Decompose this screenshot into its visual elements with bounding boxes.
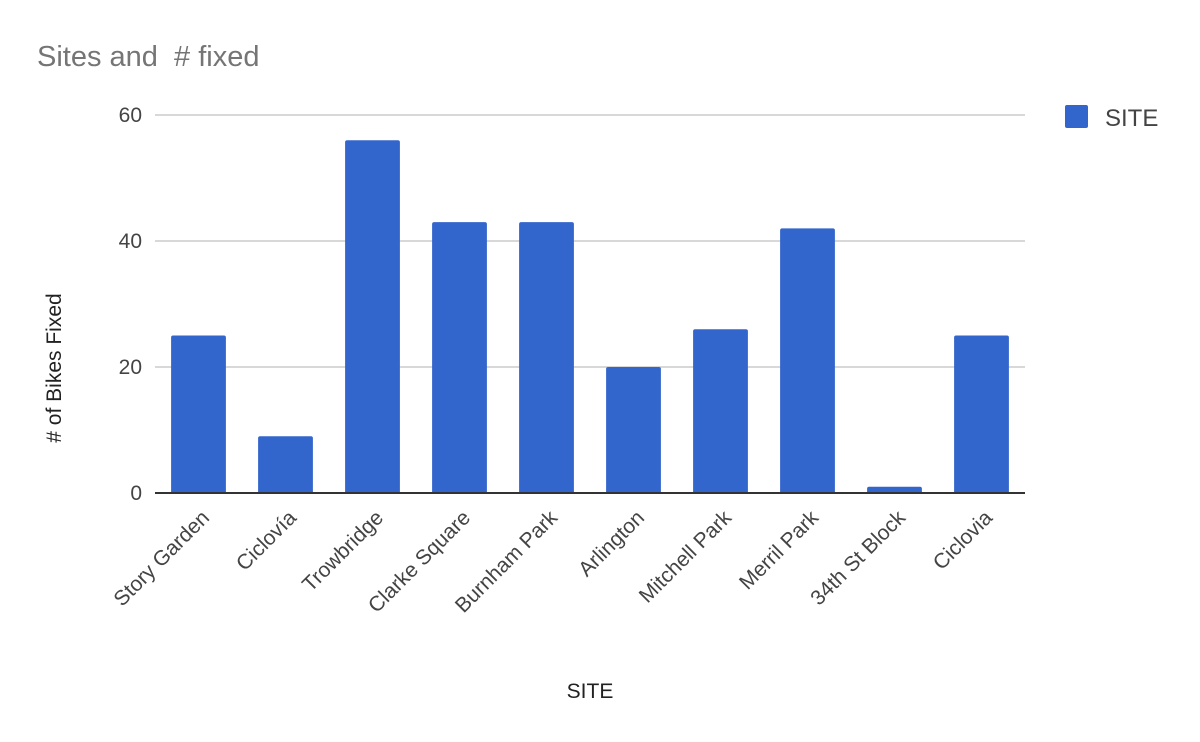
bar (519, 222, 574, 493)
y-axis-title: # of Bikes Fixed (43, 293, 66, 442)
legend-label: SITE (1105, 105, 1158, 132)
bar (171, 335, 226, 493)
bar (432, 222, 487, 493)
bar (606, 367, 661, 493)
x-tick-label: Story Garden (109, 506, 214, 611)
legend-swatch (1065, 105, 1088, 128)
legend: SITE (1065, 105, 1158, 132)
y-tick-label: 20 (119, 356, 142, 379)
chart-title: Sites and # fixed (37, 41, 259, 73)
bar (954, 335, 1009, 493)
gridlines (155, 114, 1025, 368)
bar (345, 140, 400, 493)
y-tick-label: 0 (130, 482, 142, 505)
y-tick-label: 60 (119, 104, 142, 127)
bar (780, 228, 835, 493)
x-tick-label: Ciclovia (929, 506, 997, 574)
bars (171, 140, 1009, 493)
x-tick-label: Trowbridge (298, 506, 388, 596)
y-tick-label: 40 (119, 230, 142, 253)
bar (867, 486, 922, 493)
x-tick-label: Ciclovía (232, 506, 301, 575)
x-tick-label: Merril Park (735, 506, 823, 594)
bar (693, 329, 748, 493)
y-axis-ticks: 0 20 40 60 (119, 104, 142, 505)
x-tick-label: Arlington (574, 506, 649, 581)
x-tick-label: Mitchell Park (635, 506, 737, 608)
bar (258, 436, 313, 493)
x-axis-title: SITE (567, 680, 614, 703)
